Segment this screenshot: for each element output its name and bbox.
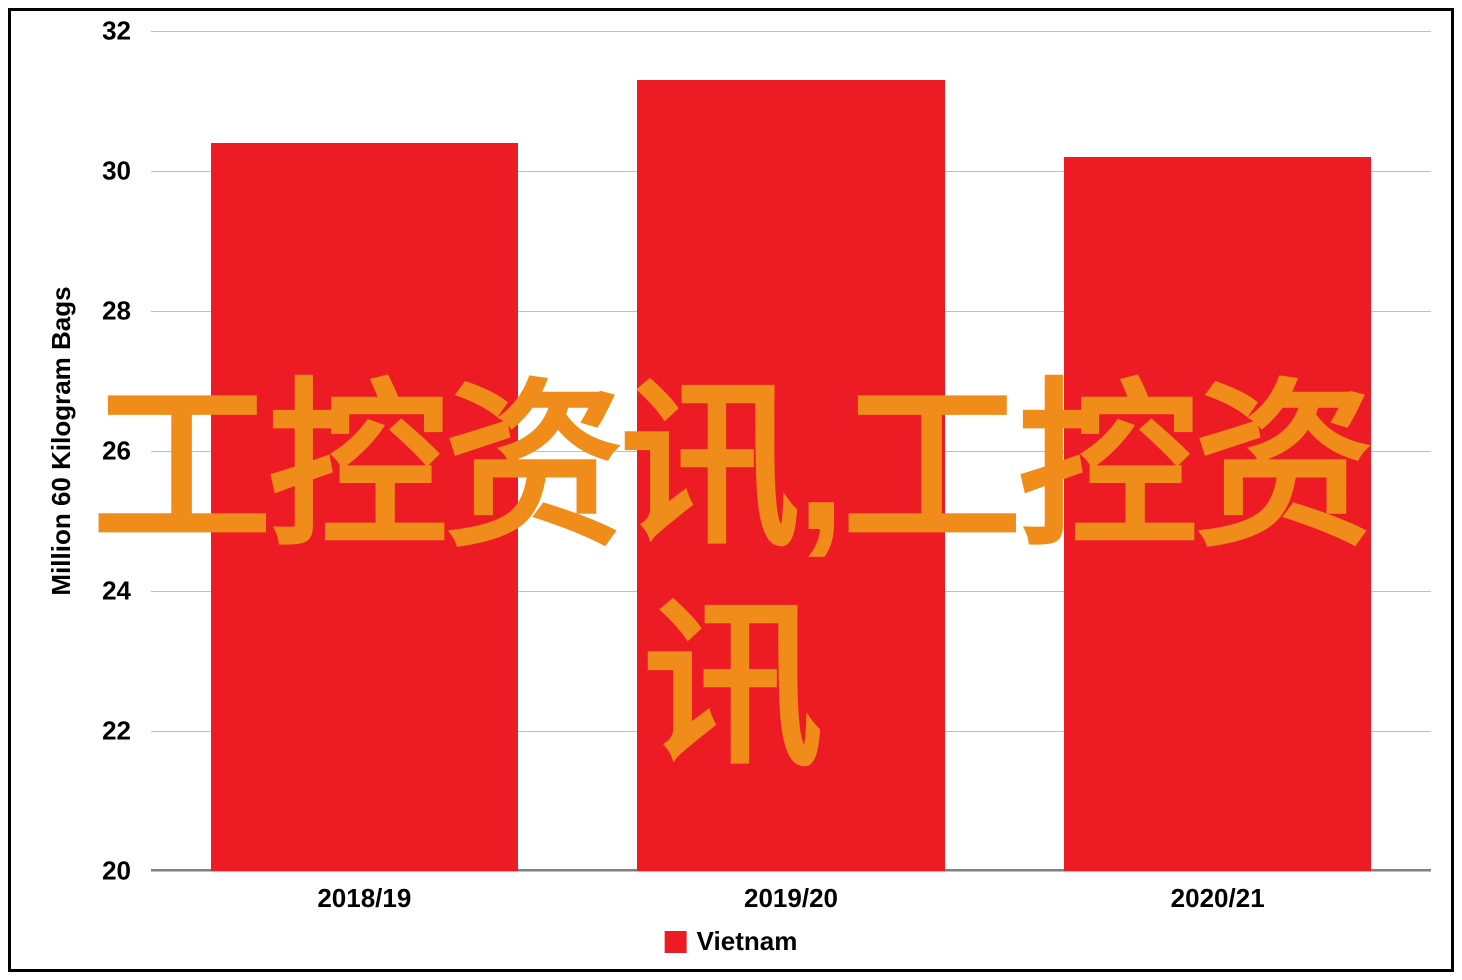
ytick-label: 22 — [81, 716, 131, 747]
legend-label: Vietnam — [697, 926, 798, 957]
y-axis-label: Million 60 Kilogram Bags — [46, 286, 77, 595]
watermark-line2: 讯 — [643, 540, 819, 801]
xtick-label: 2019/20 — [744, 883, 838, 914]
ytick-label: 32 — [81, 16, 131, 47]
legend-swatch — [665, 931, 687, 953]
xtick-label: 2018/19 — [317, 883, 411, 914]
gridline — [151, 871, 1431, 872]
ytick-label: 30 — [81, 156, 131, 187]
ytick-label: 20 — [81, 856, 131, 887]
xtick-label: 2020/21 — [1171, 883, 1265, 914]
gridline — [151, 31, 1431, 32]
legend: Vietnam — [665, 926, 798, 957]
